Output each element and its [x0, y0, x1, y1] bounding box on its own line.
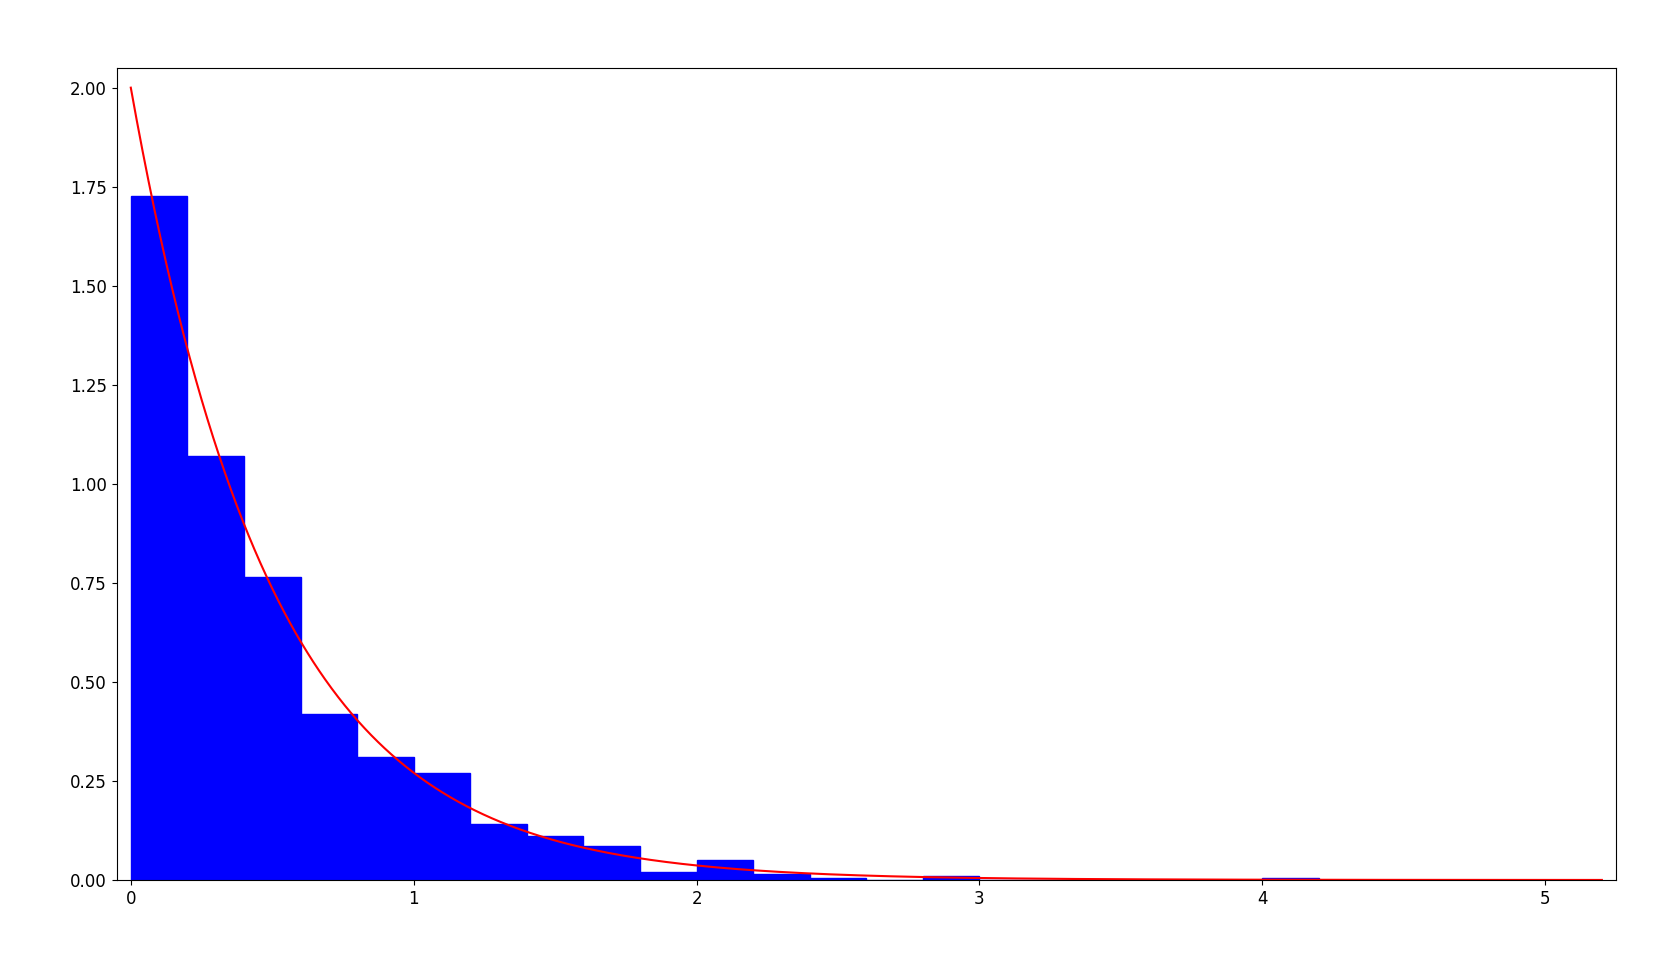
Bar — [300, 714, 357, 880]
Bar — [526, 836, 583, 880]
Bar — [130, 196, 187, 880]
Bar — [357, 757, 413, 880]
Bar — [243, 577, 300, 880]
Bar — [640, 872, 696, 880]
Bar — [413, 773, 470, 880]
Bar — [753, 874, 810, 880]
Bar — [810, 878, 866, 880]
Bar — [1263, 878, 1319, 880]
Bar — [696, 861, 753, 880]
Bar — [923, 876, 980, 880]
Bar — [583, 846, 640, 880]
Bar — [187, 456, 243, 880]
Bar — [470, 825, 526, 880]
